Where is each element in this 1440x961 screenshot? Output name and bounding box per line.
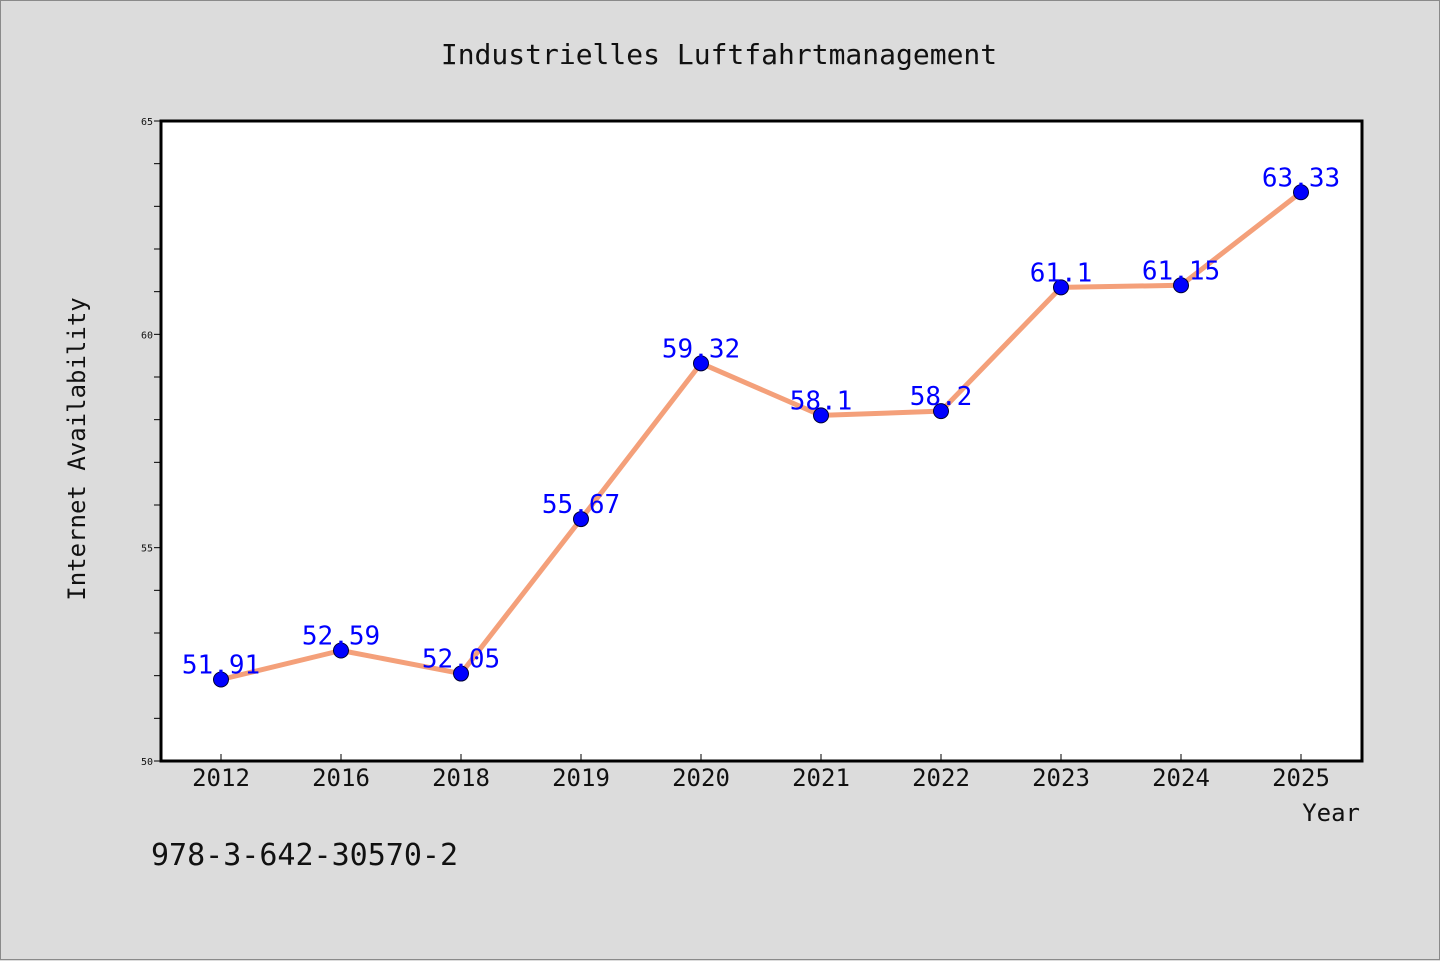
data-point xyxy=(1053,279,1069,296)
x-tick-label: 2018 xyxy=(432,764,490,792)
data-label: 63.33 xyxy=(1262,163,1340,193)
y-tick-label: 55 xyxy=(141,544,153,555)
y-axis: 50 55 60 65 xyxy=(141,117,161,768)
data-point xyxy=(813,407,829,424)
data-label: 61.1 xyxy=(1030,258,1093,288)
y-tick-label: 60 xyxy=(141,330,153,341)
x-tick-label: 2019 xyxy=(552,764,610,792)
data-label: 61.15 xyxy=(1142,256,1220,286)
x-tick-label: 2023 xyxy=(1032,764,1090,792)
x-tick-label: 2021 xyxy=(792,764,850,792)
isbn-text: 978-3-642-30570-2 xyxy=(151,838,458,873)
data-label: 51.91 xyxy=(182,651,260,681)
data-point xyxy=(1173,277,1189,294)
x-tick-label: 2024 xyxy=(1152,764,1210,792)
x-axis: 2012 2016 2018 2019 2020 2021 2022 2023 2024 2025 xyxy=(192,754,1330,792)
series-line xyxy=(220,190,1303,682)
x-tick-label: 2020 xyxy=(672,764,730,792)
x-axis-label: Year xyxy=(1302,799,1360,827)
data-point xyxy=(453,665,469,682)
data-point xyxy=(333,642,349,659)
data-point xyxy=(693,355,709,372)
chart-title: Industrielles Luftfahrtmanagement xyxy=(441,38,997,71)
data-point xyxy=(573,511,589,528)
data-label: 58.2 xyxy=(910,382,973,412)
data-label: 58.1 xyxy=(790,386,853,416)
data-label: 59.32 xyxy=(662,334,740,364)
y-tick-label: 50 xyxy=(141,757,153,768)
y-tick-label: 65 xyxy=(141,117,153,128)
x-tick-label: 2016 xyxy=(312,764,370,792)
x-tick-label: 2022 xyxy=(912,764,970,792)
x-tick-label: 2025 xyxy=(1272,764,1330,792)
data-label: 55.67 xyxy=(542,490,620,520)
plot-area xyxy=(159,119,1364,763)
data-labels: 51.91 52.59 52.05 55.67 59.32 58.1 58.2 61.1 61.… xyxy=(182,163,1340,680)
data-markers xyxy=(213,184,1309,688)
x-tick-label: 2012 xyxy=(192,764,250,792)
data-point xyxy=(1293,184,1309,201)
data-point xyxy=(933,403,949,420)
data-label: 52.05 xyxy=(422,645,500,675)
data-point xyxy=(213,671,229,688)
data-label: 52.59 xyxy=(302,621,380,651)
y-axis-label: Internet Availability xyxy=(63,297,91,600)
